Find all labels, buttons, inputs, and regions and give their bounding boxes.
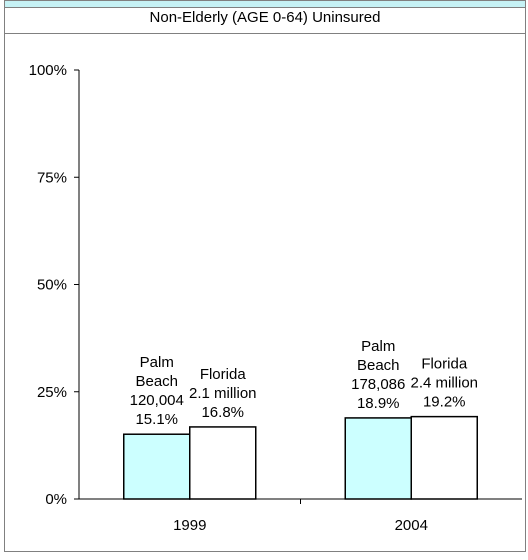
bar-palm-beach bbox=[344, 417, 412, 500]
title-divider bbox=[5, 33, 525, 34]
chart-frame: Non-Elderly (AGE 0-64) Uninsured bbox=[4, 0, 526, 552]
data-label: Florida 2.4 million 19.2% bbox=[410, 356, 478, 411]
y-tick-label: 50% bbox=[37, 277, 67, 294]
y-tick-label: 100% bbox=[29, 62, 67, 79]
top-band bbox=[5, 1, 525, 8]
data-label: Palm Beach 120,004 15.1% bbox=[130, 354, 184, 428]
x-tick-label: 1999 bbox=[173, 517, 206, 534]
data-label: Palm Beach 178,086 18.9% bbox=[351, 338, 405, 412]
y-tick-label: 25% bbox=[37, 384, 67, 401]
data-label: Florida 2.1 million 16.8% bbox=[189, 366, 257, 421]
bar-palm-beach bbox=[123, 433, 191, 500]
bar-florida bbox=[410, 415, 478, 500]
y-tick-label: 0% bbox=[45, 491, 67, 508]
bar-florida bbox=[189, 426, 257, 500]
chart-title: Non-Elderly (AGE 0-64) Uninsured bbox=[149, 9, 381, 26]
y-tick-label: 75% bbox=[37, 169, 67, 186]
x-tick-label: 2004 bbox=[395, 517, 428, 534]
